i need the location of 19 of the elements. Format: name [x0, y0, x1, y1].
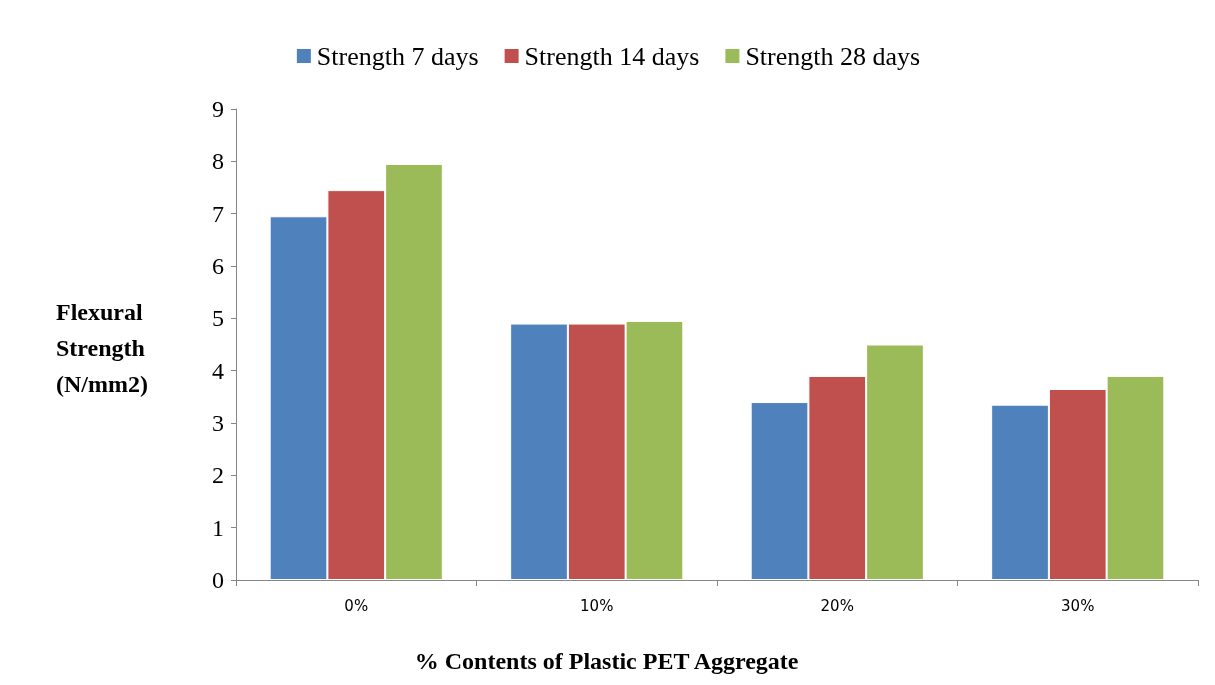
y-tick-label: 8 [212, 148, 224, 175]
y-tick-label: 4 [212, 357, 224, 384]
y-tick-label: 9 [212, 96, 224, 122]
x-axis-title: % Contents of Plastic PET Aggregate [414, 648, 799, 674]
y-tick-label: 0 [212, 567, 224, 593]
x-tick-label: 0% [344, 596, 369, 615]
y-tick-label: 7 [212, 200, 224, 227]
legend-label: Strength 7 days [316, 41, 479, 71]
y-axis-title: Flexural Strength (N/mm2) [56, 299, 148, 397]
legend-label: Strength 14 days [524, 41, 700, 71]
y-tick-label: 2 [212, 462, 224, 489]
y-tick-label: 3 [212, 410, 224, 436]
legend-label: Strength 28 days [745, 41, 921, 71]
y-tick-label: 5 [212, 305, 224, 332]
y-tick-label: 1 [212, 514, 224, 541]
x-tick-label: 30% [1061, 596, 1095, 615]
x-tick-label: 20% [820, 596, 854, 615]
x-tick-label: 10% [580, 596, 614, 615]
y-tick-label: 6 [212, 253, 224, 279]
